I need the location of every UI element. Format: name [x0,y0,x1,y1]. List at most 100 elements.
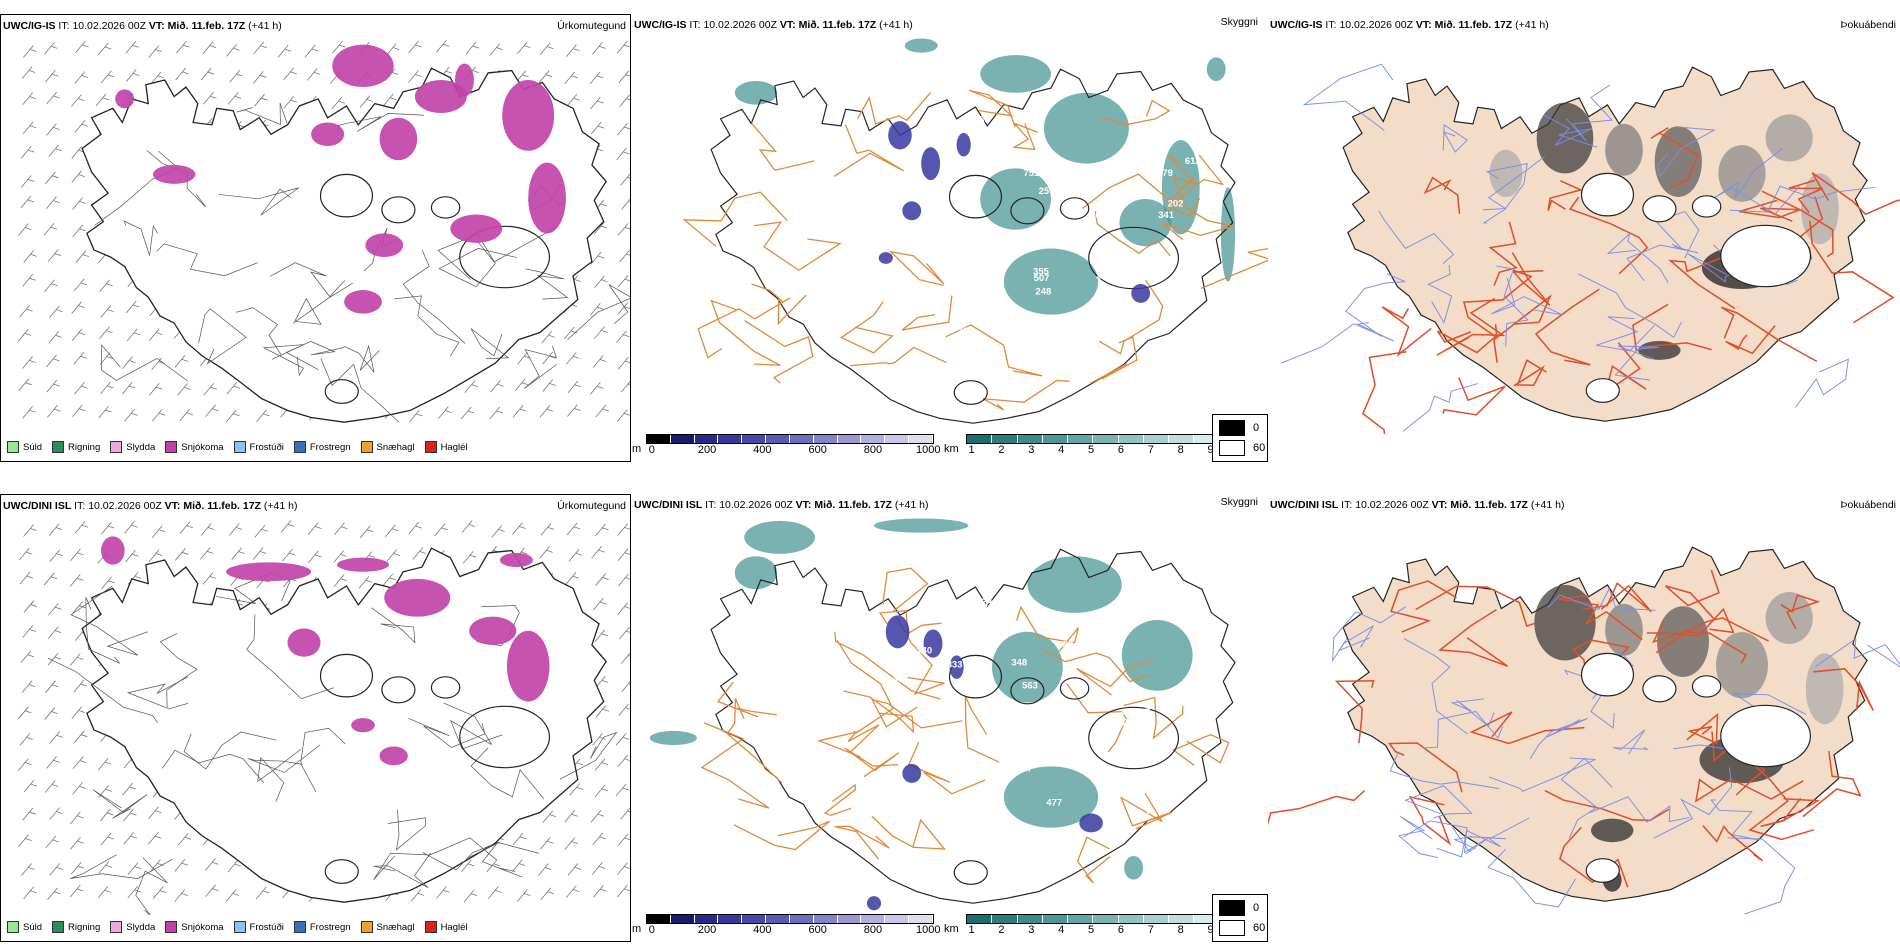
road-line [1452,827,1507,852]
visibility-unit: km [944,923,959,935]
wind-barb [72,197,86,210]
wind-barb [21,680,36,693]
visibility-colorbar: 12345678910 km [944,434,1247,458]
road-line [1738,199,1800,222]
coastline [710,548,1236,904]
wind-barb [48,144,62,158]
colorbar-segment [967,915,993,923]
road-line [1813,668,1875,711]
wind-barb [619,249,630,263]
ceiling-value-label: 202 [1168,199,1184,210]
wind-barb [49,731,63,744]
wind-barb [150,859,164,872]
road-line [524,345,558,389]
wind-barb [126,328,141,342]
glacier-outline [430,676,461,699]
ceiling-value-label: 222 [1117,717,1133,728]
wind-barb [44,279,58,293]
colorbar-segment [1042,435,1069,443]
road-line [751,283,807,326]
precip-type-panel-bottom: UWC/DINI ISL IT: 10.02.2026 00Z VT: Mið.… [0,494,631,942]
wind-barb [619,94,630,107]
legend-label: Snjókoma [181,921,224,933]
colorbar-tick-label: 5 [1088,444,1095,456]
wind-barb [69,574,84,587]
road-line [1427,264,1453,324]
wind-barb [512,832,527,846]
colorbar-tick-label: 200 [697,444,717,456]
fog-index-area [1718,145,1766,202]
wind-barb [125,300,140,314]
road-line [135,857,168,915]
wind-barb [592,733,606,746]
road-line [1332,606,1406,663]
legend-label: Snæhagl [376,441,415,453]
wind-barb [595,523,609,537]
wind-barb [408,70,422,83]
road-line [247,744,321,773]
wind-barb [618,703,630,716]
ceiling-value-label: 312 [975,762,991,773]
wind-barb [46,196,60,209]
wind-barb [307,522,322,535]
iceland-land [1268,546,1900,914]
colorbar-tick-label: 1000 [915,924,941,936]
colorbar-segment [694,435,719,443]
glacier-outline [1010,677,1045,705]
wind-barb [45,835,59,849]
road-line [1727,837,1796,914]
coastline [710,68,1236,424]
wind-barb [538,70,553,83]
ceiling-value-label: 14 [1190,716,1201,727]
wind-barb [594,275,608,289]
road-line [1582,582,1652,613]
wind-barb [592,832,606,846]
wind-barb [200,67,215,81]
colorbar-segment [1093,435,1119,443]
wind-barb [127,885,141,899]
road-line [1388,742,1463,793]
glacier-outline [1642,675,1677,703]
road-line [470,328,510,360]
road-line [1442,124,1468,153]
panel-header: UWC/DINI ISL IT: 10.02.2026 00Z VT: Mið.… [3,500,298,512]
wind-barb [226,409,240,423]
wind-barb [125,69,140,82]
snow-area [506,630,550,702]
ceiling-value-label: 17 [1022,764,1033,775]
road-line [92,789,148,819]
wind-barb [565,571,580,585]
panel-title: Skyggni [1220,16,1258,28]
road-line [1123,696,1184,740]
wind-barb [462,551,477,564]
wind-barb [517,351,531,365]
road-line [236,102,288,126]
colorbar-tick-label: 0 [648,924,655,936]
wind-barb [174,889,188,902]
colorbar-segment [1068,435,1094,443]
low-ceiling-area [921,147,941,181]
wind-barb [592,42,606,55]
legend-label: Frostúði [249,921,284,933]
legend-item: Frostúði [233,921,284,933]
wind-barb [592,355,607,368]
road-line [1337,625,1374,652]
wind-barb [617,548,630,562]
wind-barb [23,600,37,613]
road-line [1066,683,1128,753]
low-ceiling-area [902,201,922,221]
road-line [47,657,158,723]
wind-barb [589,302,604,316]
wind-barb [70,811,84,825]
low-visibility-area [992,631,1063,703]
wind-barb [75,250,90,263]
road-line [833,124,905,178]
wind-barb [434,523,448,537]
visibility-unit: km [944,443,959,455]
wind-barb [252,71,267,84]
ceiling-value-label: 751 [1024,168,1040,179]
wind-barb [542,379,556,392]
wind-barb [567,404,581,417]
wind-barb [511,859,526,872]
road-line [559,731,618,780]
